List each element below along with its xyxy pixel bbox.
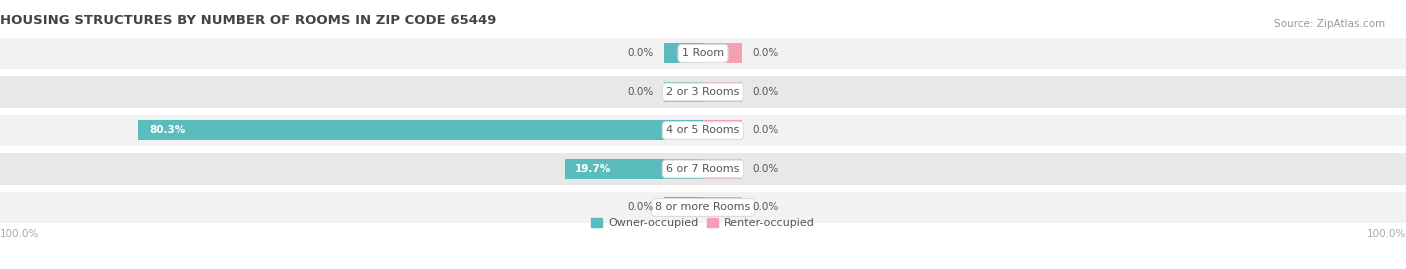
Text: 8 or more Rooms: 8 or more Rooms xyxy=(655,203,751,213)
Text: HOUSING STRUCTURES BY NUMBER OF ROOMS IN ZIP CODE 65449: HOUSING STRUCTURES BY NUMBER OF ROOMS IN… xyxy=(0,13,496,27)
Bar xyxy=(665,44,703,63)
Text: 6 or 7 Rooms: 6 or 7 Rooms xyxy=(666,164,740,174)
Text: 0.0%: 0.0% xyxy=(627,87,654,97)
Text: 0.0%: 0.0% xyxy=(627,48,654,58)
Text: 4 or 5 Rooms: 4 or 5 Rooms xyxy=(666,125,740,136)
Text: 0.0%: 0.0% xyxy=(752,87,779,97)
Bar xyxy=(703,159,742,179)
Legend: Owner-occupied, Renter-occupied: Owner-occupied, Renter-occupied xyxy=(586,214,820,233)
Text: 2 or 3 Rooms: 2 or 3 Rooms xyxy=(666,87,740,97)
Text: 0.0%: 0.0% xyxy=(627,203,654,213)
Text: 100.0%: 100.0% xyxy=(0,229,39,239)
Bar xyxy=(0,153,1406,185)
Bar xyxy=(565,159,703,179)
Text: 80.3%: 80.3% xyxy=(149,125,186,136)
Text: 19.7%: 19.7% xyxy=(575,164,612,174)
Text: 100.0%: 100.0% xyxy=(1367,229,1406,239)
Bar xyxy=(0,76,1406,108)
Text: Source: ZipAtlas.com: Source: ZipAtlas.com xyxy=(1274,19,1385,29)
Text: 0.0%: 0.0% xyxy=(752,125,779,136)
Bar xyxy=(138,121,703,140)
Bar xyxy=(703,121,742,140)
Text: 0.0%: 0.0% xyxy=(752,203,779,213)
Bar xyxy=(0,192,1406,223)
Bar xyxy=(703,82,742,102)
Bar xyxy=(703,197,742,217)
Text: 0.0%: 0.0% xyxy=(752,164,779,174)
Text: 0.0%: 0.0% xyxy=(752,48,779,58)
Text: 1 Room: 1 Room xyxy=(682,48,724,58)
Bar xyxy=(665,197,703,217)
Bar xyxy=(0,38,1406,69)
Bar xyxy=(0,115,1406,146)
Bar xyxy=(665,82,703,102)
Bar xyxy=(703,44,742,63)
